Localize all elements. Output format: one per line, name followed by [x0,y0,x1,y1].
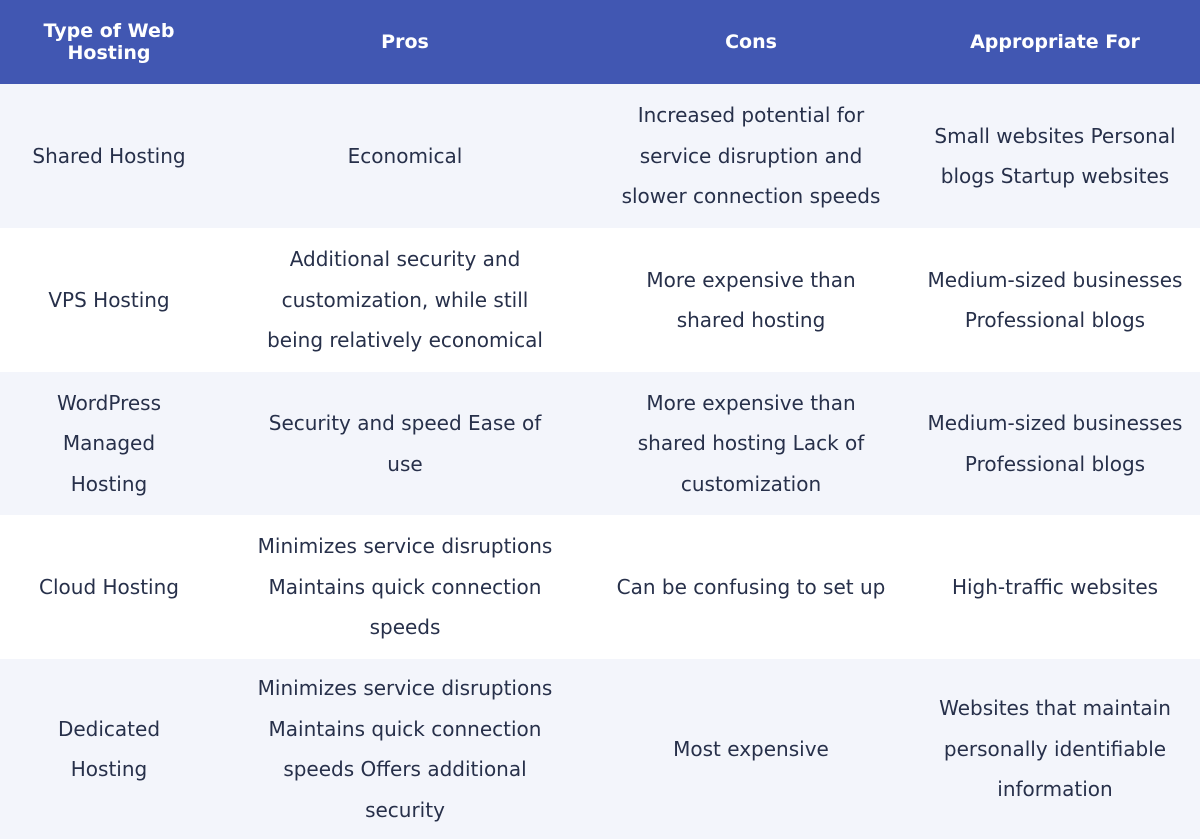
row-wordpress-cons: More expensive than shared hosting Lack … [592,372,910,515]
cell-text: Increased potential for service disrupti… [621,103,881,209]
row-cloud-type: Cloud Hosting [0,515,218,659]
cell-text: Shared Hosting [32,143,186,168]
cell-text: More expensive than shared hosting Lack … [637,390,865,496]
row-shared-type: Shared Hosting [0,84,218,228]
cell-text: Minimizes service disruptions Maintains … [257,534,553,640]
row-vps-pros: Additional security and customization, w… [218,228,592,372]
cell-text: Small websites Personal blogs Startup we… [934,123,1176,189]
row-wordpress-pros: Security and speed Ease of use [218,372,592,515]
header-pros: Pros [218,0,592,84]
cell-text: Economical [347,143,463,168]
cell-text: VPS Hosting [48,287,170,312]
row-cloud-cons: Can be confusing to set up [592,515,910,659]
cell-text: Websites that maintain personally identi… [939,696,1171,802]
cell-text: Most expensive [673,736,829,761]
cell-text: Medium-sized businesses Professional blo… [927,411,1183,476]
cell-text: Additional security and customization, w… [267,247,543,353]
header-cons-label: Cons [725,31,777,53]
row-dedicated-pros: Minimizes service disruptions Maintains … [218,659,592,839]
header-pros-label: Pros [381,31,429,53]
row-dedicated-appropriate: Websites that maintain personally identi… [910,659,1200,839]
row-shared-cons: Increased potential for service disrupti… [592,84,910,228]
header-cons: Cons [592,0,910,84]
cell-text: Dedicated Hosting [57,716,161,782]
cell-text: Can be confusing to set up [616,574,886,599]
cell-text: Medium-sized businesses Professional blo… [927,267,1183,333]
header-appropriate-label: Appropriate For [970,31,1140,53]
cell-text: More expensive than shared hosting [646,267,856,333]
row-wordpress-type: WordPress Managed Hosting [0,372,218,515]
cell-text: High-traffic websites [951,574,1159,599]
row-vps-appropriate: Medium-sized businesses Professional blo… [910,228,1200,372]
row-wordpress-appropriate: Medium-sized businesses Professional blo… [910,372,1200,515]
row-cloud-pros: Minimizes service disruptions Maintains … [218,515,592,659]
cell-text: Security and speed Ease of use [268,411,542,476]
cell-text: WordPress Managed Hosting [56,390,162,496]
header-type: Type of Web Hosting [0,0,218,84]
cell-text: Minimizes service disruptions Maintains … [257,676,553,822]
cell-text: Cloud Hosting [39,574,179,599]
row-cloud-appropriate: High-traffic websites [910,515,1200,659]
row-dedicated-cons: Most expensive [592,659,910,839]
header-appropriate: Appropriate For [910,0,1200,84]
row-dedicated-type: Dedicated Hosting [0,659,218,839]
header-type-label: Type of Web Hosting [43,20,175,64]
row-shared-pros: Economical [218,84,592,228]
row-vps-cons: More expensive than shared hosting [592,228,910,372]
row-shared-appropriate: Small websites Personal blogs Startup we… [910,84,1200,228]
row-vps-type: VPS Hosting [0,228,218,372]
